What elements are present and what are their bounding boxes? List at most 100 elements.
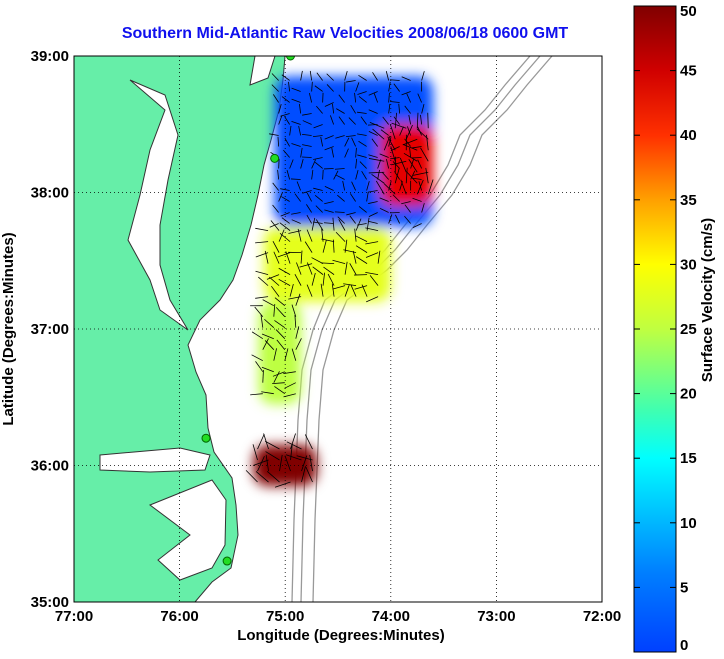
velocity-vector — [404, 215, 411, 224]
colorbar-tick-label: 10 — [680, 515, 697, 532]
colorbar-tick-label: 50 — [680, 3, 697, 20]
velocity-vector — [327, 273, 335, 286]
velocity-vector — [337, 216, 345, 224]
radar-station-4 — [222, 556, 232, 566]
velocity-vector — [365, 227, 379, 232]
velocity-vector — [377, 250, 381, 264]
velocity-vector — [371, 173, 385, 184]
x-axis-label: Longitude (Degrees:Minutes) — [237, 627, 445, 644]
velocity-vector — [272, 240, 280, 253]
velocity-vector — [290, 443, 293, 461]
velocity-vector — [391, 160, 407, 166]
velocity-vector — [250, 393, 263, 396]
velocity-vector — [383, 135, 391, 151]
velocity-vector — [251, 331, 264, 340]
velocity-vector — [284, 348, 289, 361]
colorbar-tick-label: 35 — [680, 192, 697, 209]
velocity-vector — [255, 270, 269, 276]
velocity-vector — [386, 158, 390, 169]
velocity-vector — [358, 206, 367, 213]
velocity-vector — [296, 262, 302, 275]
velocity-vector — [385, 70, 390, 81]
velocity-vector — [306, 204, 312, 213]
velocity-vector — [284, 455, 291, 472]
velocity-vector — [251, 354, 263, 362]
velocity-vector — [311, 272, 316, 286]
velocity-vector — [355, 256, 368, 264]
velocity-vector — [366, 181, 370, 191]
velocity-vector — [255, 296, 269, 299]
velocity-vector — [321, 262, 335, 265]
velocity-vector — [352, 250, 357, 264]
velocity-vector — [336, 108, 345, 114]
chesapeake-bay — [127, 79, 189, 331]
velocity-vector — [294, 193, 301, 202]
velocity-vector — [278, 267, 291, 275]
velocity-vector — [358, 96, 367, 103]
velocity-vector — [326, 84, 334, 92]
velocity-vector — [404, 204, 411, 213]
velocity-vector — [346, 80, 356, 83]
velocity-vector — [402, 143, 418, 151]
velocity-vector — [366, 296, 379, 303]
velocity-vector — [391, 122, 407, 129]
velocity-region-hatteras-patch — [253, 445, 317, 486]
velocity-vector — [311, 81, 313, 92]
velocity-vector — [264, 318, 275, 328]
velocity-vector — [393, 83, 400, 92]
velocity-vector — [278, 278, 291, 286]
velocity-vector — [309, 92, 313, 103]
velocity-vector — [343, 249, 357, 254]
velocity-vector — [300, 70, 303, 81]
velocity-vector — [253, 459, 269, 466]
velocity-vector — [383, 183, 396, 195]
velocity-vector — [278, 115, 283, 125]
velocity-vector — [361, 284, 368, 297]
velocity-vector — [416, 128, 429, 140]
velocity-vector — [334, 168, 345, 170]
velocity-vector — [323, 222, 334, 224]
x-tick-label: 76:00 — [160, 608, 198, 625]
velocity-vector — [291, 348, 297, 361]
velocity-vector — [312, 266, 324, 275]
velocity-vector — [344, 71, 348, 81]
velocity-vector — [368, 220, 378, 224]
velocity-vector — [291, 120, 301, 125]
velocity-vector — [274, 297, 286, 307]
velocity-vector — [425, 167, 429, 184]
velocity-vector — [254, 306, 264, 317]
velocity-vector — [344, 137, 350, 147]
velocity-vector — [305, 466, 313, 483]
velocity-vector — [337, 194, 345, 202]
velocity-vector — [324, 135, 334, 140]
velocity-vector — [311, 217, 316, 231]
velocity-vector — [281, 96, 290, 103]
velocity-vector — [401, 76, 411, 81]
velocity-vector — [365, 252, 379, 258]
velocity-region-southern-extension — [258, 301, 302, 405]
velocity-vector — [377, 169, 380, 180]
velocity-vector — [394, 168, 400, 184]
velocity-vector — [421, 103, 425, 114]
velocity-vector — [361, 170, 367, 180]
y-tick-labels: 39:00 38:00 37:00 36:00 35:00 — [31, 48, 69, 611]
velocity-vector — [322, 272, 325, 286]
velocity-vector — [405, 167, 408, 184]
velocity-vector — [333, 170, 339, 180]
y-tick-label: 35:00 — [31, 594, 69, 611]
velocity-vector — [379, 153, 389, 158]
velocity-vector — [349, 215, 356, 224]
velocity-vector — [281, 217, 290, 224]
velocity-vector — [315, 205, 323, 213]
velocity-vector — [281, 74, 290, 81]
velocity-vector — [300, 147, 303, 158]
y-tick-label: 36:00 — [31, 458, 69, 475]
velocity-vector — [272, 204, 279, 213]
velocity-vector — [301, 133, 312, 136]
velocity-vector — [375, 180, 385, 195]
velocity-vector — [372, 128, 385, 140]
velocity-vector — [309, 454, 313, 472]
colorbar-label: Surface Velocity (cm/s) — [699, 218, 716, 382]
colorbar-tick-label: 40 — [680, 127, 697, 144]
